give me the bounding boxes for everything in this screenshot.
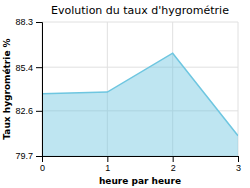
tick-label: 2 xyxy=(171,163,176,173)
tick: 2 xyxy=(171,156,176,173)
tick: 82.6 xyxy=(15,106,42,116)
axis-domain xyxy=(36,23,43,157)
tick: 1 xyxy=(105,156,110,173)
tick-label: 3 xyxy=(236,163,241,173)
tick-label: 88.3 xyxy=(15,17,33,27)
tick-label: 0 xyxy=(40,163,45,173)
line xyxy=(42,53,238,136)
tick-label: 82.6 xyxy=(15,106,33,116)
y-axis-title: Taux hygrométrie % xyxy=(2,38,12,139)
grid-line xyxy=(42,22,238,23)
tick-mark xyxy=(36,22,42,23)
grid xyxy=(42,22,238,156)
marks xyxy=(42,53,238,156)
y-axis: 79.7 82.6 85.4 88.3 xyxy=(15,17,42,161)
tick-mark xyxy=(173,156,174,162)
tick-label: 85.4 xyxy=(15,63,33,73)
tick: 88.3 xyxy=(15,17,42,27)
area xyxy=(42,53,238,156)
title: Evolution du taux d'hygrométrie xyxy=(51,4,229,17)
tick: 85.4 xyxy=(15,63,42,73)
tick-mark xyxy=(238,156,239,162)
axis-domain xyxy=(43,157,239,163)
tick: 79.7 xyxy=(15,151,42,161)
tick-mark xyxy=(36,67,42,68)
tick-label: 79.7 xyxy=(15,151,33,161)
tick-label: 1 xyxy=(105,163,110,173)
chart: 0 1 2 3 79.7 82.6 85.4 88.3 Evolution du taux d'… xyxy=(0,0,250,188)
x-axis: 0 1 2 3 xyxy=(40,156,241,173)
x-axis-title: heure par heure xyxy=(99,176,181,186)
tick: 3 xyxy=(236,156,241,173)
tick: 0 xyxy=(40,156,45,173)
tick-mark xyxy=(36,111,42,112)
plot: 0 1 2 3 79.7 82.6 85.4 88.3 xyxy=(15,17,241,173)
grid-line xyxy=(42,67,238,68)
tick-mark xyxy=(36,156,42,157)
tick-mark xyxy=(107,156,108,162)
